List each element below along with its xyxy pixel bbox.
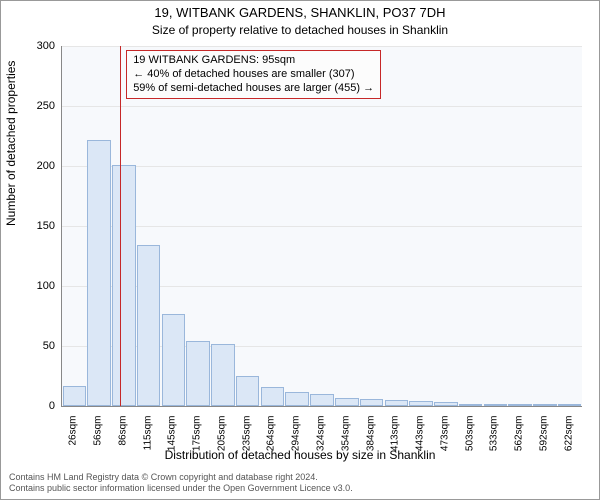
histogram-bar [137,245,161,406]
x-tick-label: 175sqm [192,416,203,456]
x-tick-label: 354sqm [340,416,351,456]
histogram-bar [87,140,111,406]
footer-line1: Contains HM Land Registry data © Crown c… [9,472,591,484]
y-tick-label: 150 [15,220,55,232]
chart-title: 19, WITBANK GARDENS, SHANKLIN, PO37 7DH [1,5,599,20]
y-tick-label: 200 [15,160,55,172]
histogram-bar [211,344,235,406]
x-tick-label: 384sqm [365,416,376,456]
histogram-bar [558,404,582,406]
x-tick-label: 592sqm [538,416,549,456]
histogram-bar [186,341,210,406]
histogram-bar [459,404,483,406]
gridline [62,106,582,107]
chart-container: 19, WITBANK GARDENS, SHANKLIN, PO37 7DH … [0,0,600,500]
histogram-bar [335,398,359,406]
chart-subtitle: Size of property relative to detached ho… [1,23,599,37]
y-tick-label: 0 [15,400,55,412]
histogram-bar [409,401,433,406]
histogram-bar [385,400,409,406]
gridline [62,166,582,167]
y-axis-label: Number of detached properties [4,61,18,226]
x-tick-label: 26sqm [68,416,79,456]
histogram-bar [285,392,309,406]
x-tick-label: 503sqm [464,416,475,456]
x-tick-label: 264sqm [266,416,277,456]
histogram-bar [360,399,384,406]
histogram-bar [484,404,508,406]
x-tick-label: 473sqm [439,416,450,456]
histogram-bar [508,404,532,406]
x-tick-label: 562sqm [514,416,525,456]
annotation-line3: 59% of semi-detached houses are larger (… [133,82,374,96]
histogram-bar [236,376,260,406]
histogram-bar [112,165,136,406]
x-tick-label: 413sqm [390,416,401,456]
histogram-bar [434,402,458,406]
x-tick-label: 115sqm [142,416,153,456]
histogram-bar [63,386,87,406]
x-tick-label: 86sqm [117,416,128,456]
x-tick-label: 443sqm [415,416,426,456]
x-tick-label: 145sqm [167,416,178,456]
x-tick-label: 294sqm [291,416,302,456]
x-tick-label: 205sqm [216,416,227,456]
plot-area: 19 WITBANK GARDENS: 95sqm ← 40% of detac… [61,46,582,407]
x-tick-label: 324sqm [316,416,327,456]
x-tick-label: 533sqm [489,416,500,456]
annotation-line1: 19 WITBANK GARDENS: 95sqm [133,54,374,68]
histogram-bar [533,404,557,406]
annotation-line2: ← 40% of detached houses are smaller (30… [133,68,374,82]
gridline [62,46,582,47]
gridline [62,226,582,227]
histogram-bar [310,394,334,406]
x-tick-label: 235sqm [241,416,252,456]
x-tick-label: 622sqm [563,416,574,456]
annotation-box: 19 WITBANK GARDENS: 95sqm ← 40% of detac… [126,50,381,99]
footer-line2: Contains public sector information licen… [9,483,591,495]
y-tick-label: 300 [15,40,55,52]
footer-attribution: Contains HM Land Registry data © Crown c… [9,472,591,495]
y-tick-label: 100 [15,280,55,292]
histogram-bar [162,314,186,406]
y-tick-label: 250 [15,100,55,112]
x-tick-label: 56sqm [93,416,104,456]
y-tick-label: 50 [15,340,55,352]
reference-line [120,46,121,406]
histogram-bar [261,387,285,406]
